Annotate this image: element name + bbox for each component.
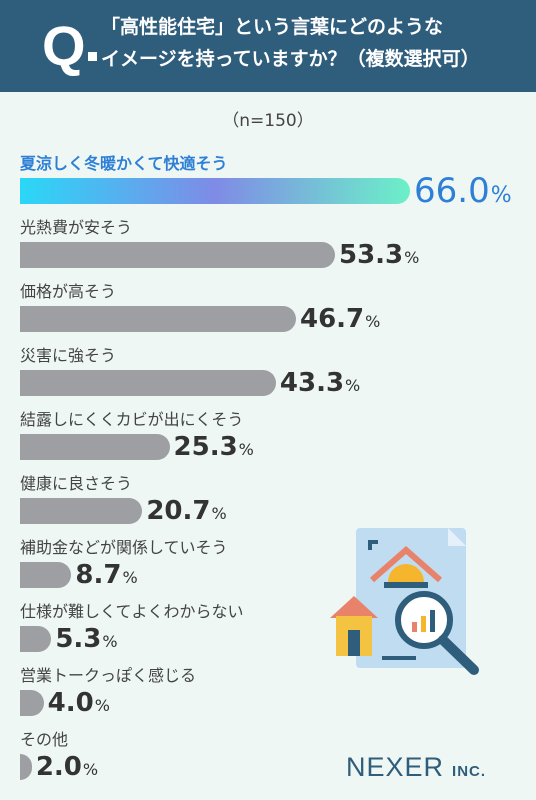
value-number: 4.0 (47, 688, 94, 718)
value-unit: % (345, 376, 361, 395)
category-label: 災害に強そう (20, 346, 117, 365)
value-number: 5.3 (55, 624, 102, 654)
brand-name: NEXER (346, 752, 445, 782)
bar (20, 306, 296, 332)
value-number: 43.3 (279, 368, 345, 398)
category-label: 結露しにくくカビが出にくそう (20, 410, 244, 429)
value-unit: % (211, 504, 227, 523)
question-mark: Q (42, 14, 86, 77)
value-number: 53.3 (339, 240, 404, 270)
value-number: 46.7 (299, 304, 365, 334)
category-label: 光熱費が安そう (20, 218, 133, 237)
value-label: 46.7% (300, 304, 380, 337)
category-label: 価格が高そう (20, 282, 117, 301)
bar (20, 434, 170, 460)
value-number: 25.3 (173, 432, 238, 462)
value-unit: % (404, 248, 420, 267)
value-label: 25.3% (174, 432, 254, 465)
value-unit: % (365, 312, 381, 331)
value-label: 43.3% (280, 368, 360, 401)
value-unit: % (122, 568, 138, 587)
value-unit: % (94, 696, 110, 715)
value-unit: % (82, 760, 99, 779)
value-label: 2.0% (36, 752, 98, 785)
house-report-illustration-icon (330, 528, 479, 675)
category-label: 健康に良さそう (20, 474, 133, 493)
bar (20, 626, 52, 652)
value-number: 66.0 (414, 171, 490, 211)
question-mark-dot (88, 52, 97, 61)
category-label: その他 (20, 730, 69, 749)
bar (20, 178, 411, 204)
question-text-line2: イメージを持っていますか？（複数選択可） (101, 48, 480, 70)
value-unit: % (102, 632, 118, 651)
value-label: 66.0% (414, 172, 512, 215)
category-label: 夏涼しく冬暖かくて快適そう (20, 154, 228, 173)
value-label: 8.7% (75, 560, 137, 593)
bar (20, 690, 44, 716)
category-label: 営業トークっぽく感じる (20, 666, 197, 685)
value-label: 20.7% (146, 496, 226, 529)
bar (20, 754, 32, 780)
category-label: 補助金などが関係していそう (20, 538, 228, 557)
category-label: 仕様が難しくてよくわからない (20, 602, 244, 621)
value-label: 5.3% (55, 624, 117, 657)
value-number: 20.7 (146, 496, 211, 526)
question-header: Q 「高性能住宅」という言葉にどのような イメージを持っていますか？（複数選択可… (0, 0, 536, 92)
value-label: 4.0% (48, 688, 110, 721)
brand-logo: NEXER INC. (346, 752, 486, 783)
sample-size-label: （n=150） (222, 111, 314, 131)
bar (20, 242, 335, 268)
value-label: 53.3% (339, 240, 419, 273)
bar (20, 370, 276, 396)
bar (20, 498, 143, 524)
brand-suffix: INC. (452, 763, 487, 780)
value-number: 8.7 (75, 560, 122, 590)
value-unit: % (238, 440, 254, 459)
bar (20, 562, 72, 588)
question-text-line1: 「高性能住宅」という言葉にどのような (101, 16, 444, 38)
value-unit: % (490, 183, 512, 208)
value-number: 2.0 (35, 752, 82, 782)
